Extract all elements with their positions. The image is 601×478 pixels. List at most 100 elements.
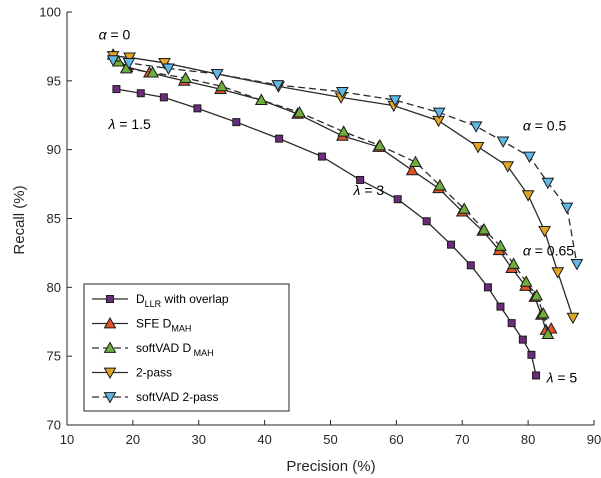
x-tick-label: 30	[192, 432, 206, 447]
series-1-point	[527, 350, 536, 359]
series-1-point	[422, 217, 431, 226]
series-4-point	[123, 52, 136, 64]
x-tick-label: 60	[389, 432, 403, 447]
series-4-point	[471, 142, 485, 154]
series-3	[112, 55, 555, 340]
series-1-point	[112, 85, 121, 94]
x-axis-title: Precision (%)	[286, 458, 375, 475]
series-3-point	[215, 79, 229, 92]
x-tick-label: 80	[521, 432, 535, 447]
x-tick-label: 90	[587, 432, 601, 447]
series-1-point	[275, 134, 284, 143]
series-1-point	[159, 93, 168, 102]
axes: 10 20 30 40 50 60 70 80 90 70 75 80 85 90 95 100	[39, 5, 601, 448]
series-3-point	[494, 239, 507, 251]
series-1-point	[356, 175, 365, 184]
annotation-alpha-0-5: α = 0.5	[523, 117, 567, 133]
series-1-point	[232, 118, 241, 127]
y-tick-label: 90	[47, 142, 61, 157]
legend-label-1: DLLR with overlap	[136, 292, 229, 309]
series-1-point	[518, 335, 527, 344]
legend-label-5: softVAD 2-pass	[136, 390, 218, 404]
series-1-point	[507, 319, 516, 328]
series-5-point	[523, 151, 536, 164]
series-3-point	[457, 202, 471, 214]
x-tick-label: 40	[257, 432, 271, 447]
annotation-lambda-3: λ = 3	[353, 182, 385, 198]
series-3-point	[433, 178, 447, 191]
series-5-point	[122, 58, 136, 70]
series-5-point	[106, 55, 120, 67]
annotation-lambda-1-5: λ = 1.5	[108, 116, 152, 132]
series-4-point	[501, 161, 515, 173]
annotation-alpha-0: α = 0	[99, 27, 131, 43]
series-5-point	[496, 136, 510, 148]
legend-label-3: softVAD D MAH	[136, 341, 214, 358]
series-3-point	[293, 105, 306, 118]
series-3-point	[179, 71, 192, 83]
series-4-point	[432, 115, 445, 128]
series-5-point	[210, 69, 224, 81]
series-5-point	[541, 177, 555, 190]
x-tick-label: 50	[323, 432, 337, 447]
series-5-point	[560, 202, 574, 215]
y-tick-label: 100	[39, 5, 61, 20]
series-4-point	[551, 267, 565, 279]
legend-marker-2	[103, 316, 117, 329]
series-4-point	[538, 225, 551, 238]
legend-marker-1	[106, 295, 114, 303]
plot-area: α = 0 λ = 1.5 α = 0.5 λ = 3 α = 0.65 λ = 5	[99, 27, 584, 385]
y-tick-label: 95	[47, 73, 61, 88]
series-1-point	[532, 371, 541, 380]
x-tick-label: 10	[60, 432, 74, 447]
legend-label-4: 2-pass	[136, 366, 172, 380]
series-4-point	[566, 312, 580, 325]
series-5-point	[336, 86, 349, 99]
series-1-point	[136, 89, 145, 98]
series-3-point	[146, 66, 159, 78]
series-5-point	[432, 107, 446, 120]
series-4-point	[158, 58, 171, 70]
series-5-point	[271, 80, 285, 92]
x-tick-label: 70	[455, 432, 469, 447]
series-1-point	[466, 261, 475, 270]
series-1-point	[447, 240, 456, 249]
annotation-lambda-5: λ = 5	[546, 369, 578, 385]
legend-marker-5	[103, 392, 117, 404]
series-3-point	[409, 155, 422, 167]
y-axis-title: Recall (%)	[11, 185, 28, 254]
y-tick-label: 80	[47, 280, 61, 295]
series-2-point	[405, 163, 419, 176]
annotation-alpha-0-65: α = 0.65	[523, 243, 574, 259]
x-tick-label: 20	[126, 432, 140, 447]
series-1	[112, 85, 541, 380]
y-tick-label: 75	[47, 349, 61, 364]
series-3-point	[530, 289, 544, 301]
series-3-point	[477, 222, 491, 235]
series-3-point	[254, 93, 268, 106]
series-5-point	[570, 259, 584, 271]
legend: DLLR with overlap SFE DMAH softVAD D MAH 2-…	[83, 283, 290, 412]
series-1-point	[393, 195, 402, 204]
y-tick-label: 70	[47, 418, 61, 433]
legend-marker-3	[103, 341, 117, 353]
series-3-point	[337, 125, 351, 137]
series-1-point	[317, 152, 326, 161]
series-1-point	[483, 283, 492, 292]
series-3-point	[536, 306, 550, 319]
series-1-point	[496, 302, 505, 311]
series-3-point	[507, 257, 520, 269]
legend-marker-4	[103, 367, 117, 380]
series-3-point	[541, 327, 555, 340]
series-4-point	[521, 190, 535, 202]
series-3-point	[373, 139, 387, 151]
series-5-point	[469, 121, 483, 133]
series-5-point	[162, 63, 175, 75]
y-tick-label: 85	[47, 211, 61, 226]
series-5	[106, 55, 584, 271]
series-3-point	[519, 275, 533, 287]
legend-label-2: SFE DMAH	[136, 317, 191, 334]
series-5-point	[388, 95, 402, 107]
series-1-point	[193, 104, 202, 113]
